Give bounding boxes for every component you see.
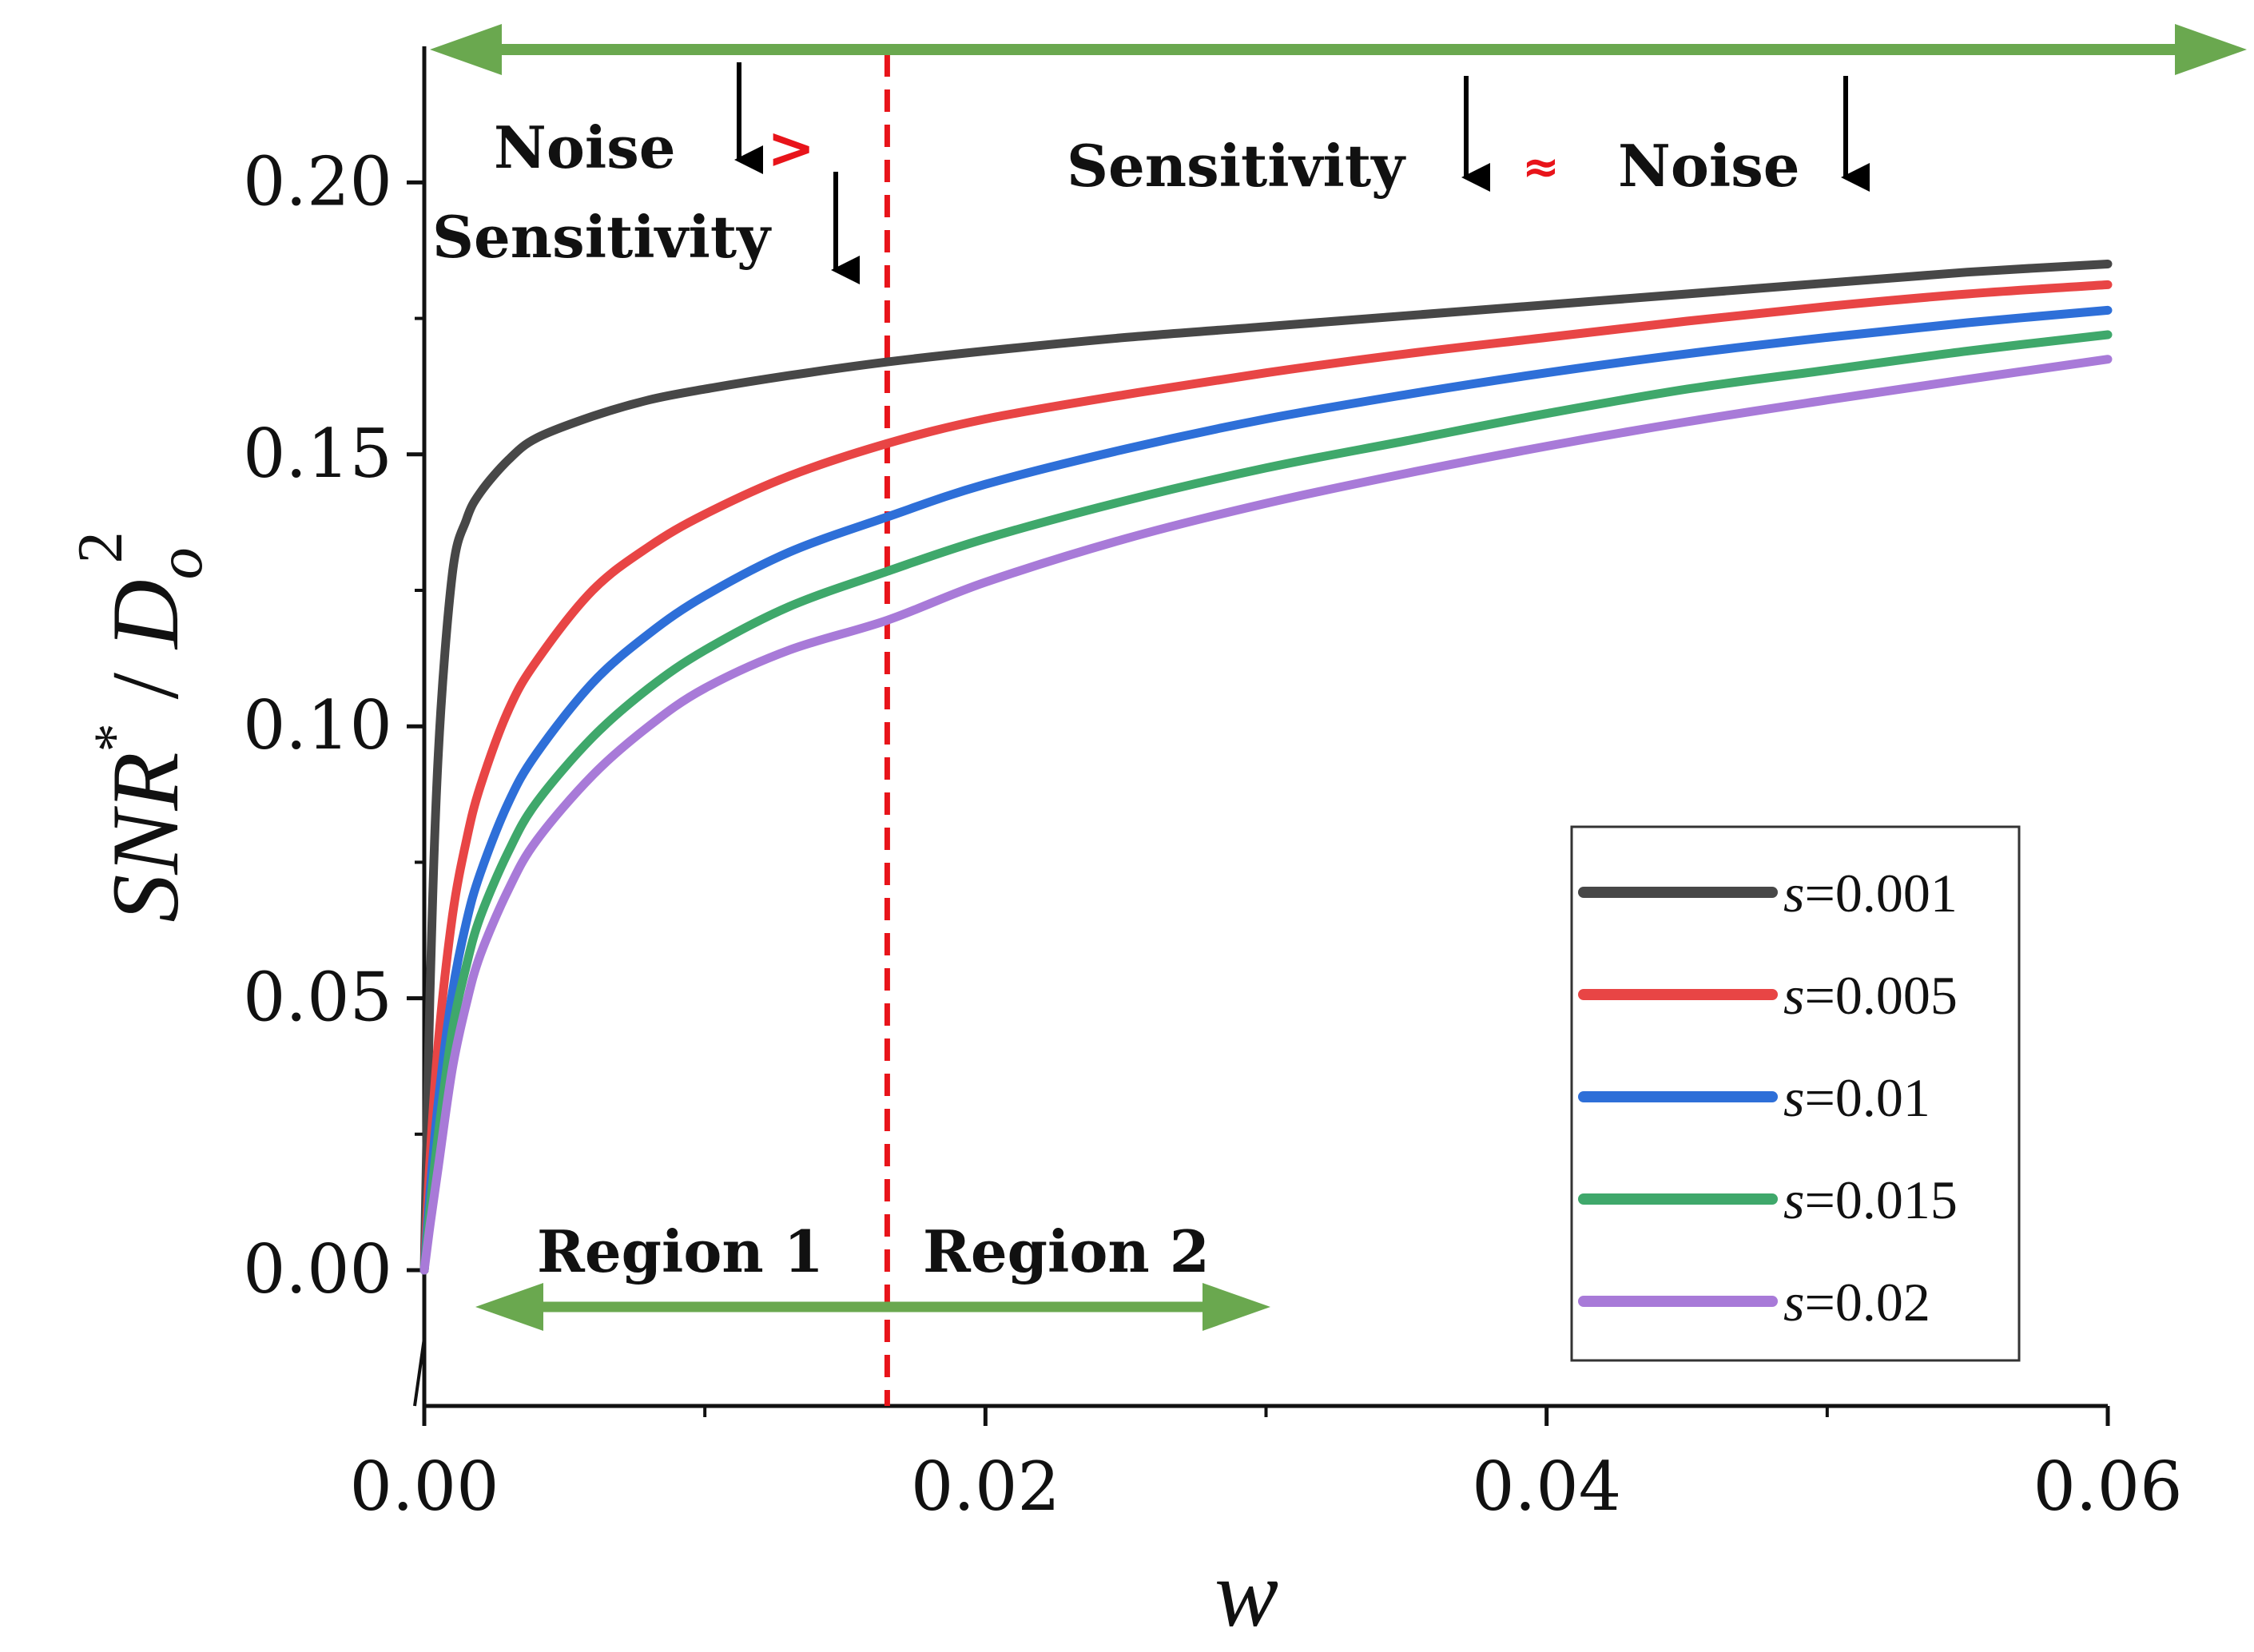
x-axis-title: w [1214, 1540, 1278, 1646]
series-line-s-0-01 [419, 305, 2113, 1275]
annot-sensitivity-right: Sensitivity [1067, 132, 1406, 200]
legend-label: s=0.001 [1783, 863, 1958, 923]
legend-label: s=0.015 [1783, 1170, 1958, 1230]
series-line-s-0-001 [419, 260, 2113, 1275]
region2-label: Region 2 [923, 1217, 1210, 1285]
y-axis-title: SNR* / Do2 [66, 531, 216, 922]
y-minor-tick [413, 1337, 426, 1407]
y-tick-label: 0.15 [243, 415, 392, 493]
arrow-head-right [2175, 24, 2247, 75]
series-line-s-0-02 [419, 355, 2113, 1275]
y-title-d: D [92, 579, 198, 650]
annot-approx: ≈ [1522, 141, 1560, 193]
x-tick-label: 0.02 [911, 1447, 1060, 1526]
arrow-head-left [430, 24, 502, 75]
x-tick-label: 0.04 [1472, 1447, 1621, 1526]
y-tick-label: 0.00 [243, 1230, 392, 1308]
legend-label: s=0.02 [1783, 1272, 1930, 1332]
y-title-star: * [82, 723, 146, 752]
legend-label: s=0.005 [1783, 965, 1958, 1026]
y-ticks: 0.00 0.05 0.10 0.15 0.20 [243, 142, 426, 1407]
annot-noise-right: Noise [1618, 132, 1800, 200]
x-tick-label: 0.00 [349, 1447, 499, 1526]
region-double-arrow [475, 1283, 1270, 1331]
y-title-sub: o [145, 547, 216, 579]
y-title-pow: 2 [66, 531, 136, 563]
x-tick-label: 0.06 [2033, 1447, 2182, 1526]
legend-label: s=0.01 [1783, 1067, 1930, 1128]
y-tick-label: 0.05 [243, 959, 392, 1037]
region1-label: Region 1 [537, 1217, 824, 1285]
y-tick-label: 0.20 [243, 142, 392, 220]
series-layer [419, 260, 2113, 1275]
annot-noise-left: Noise [494, 113, 676, 181]
series-line-s-0-005 [419, 280, 2113, 1275]
x-ticks: 0.00 0.02 0.04 0.06 [349, 1406, 2183, 1526]
annot-sensitivity-left: Sensitivity [432, 203, 772, 271]
annot-greater-than: > [767, 114, 815, 181]
arrow-head-right [1203, 1283, 1270, 1331]
series-line-s-0-015 [419, 330, 2113, 1275]
arrow-head-left [475, 1283, 543, 1331]
top-double-arrow [430, 24, 2247, 75]
legend: s=0.001 s=0.005 s=0.01 s=0.015 s=0.02 [1570, 825, 2021, 1362]
y-title-snr: SNR [92, 752, 198, 922]
y-title-slash: / [92, 649, 198, 723]
y-tick-label: 0.10 [243, 686, 392, 764]
